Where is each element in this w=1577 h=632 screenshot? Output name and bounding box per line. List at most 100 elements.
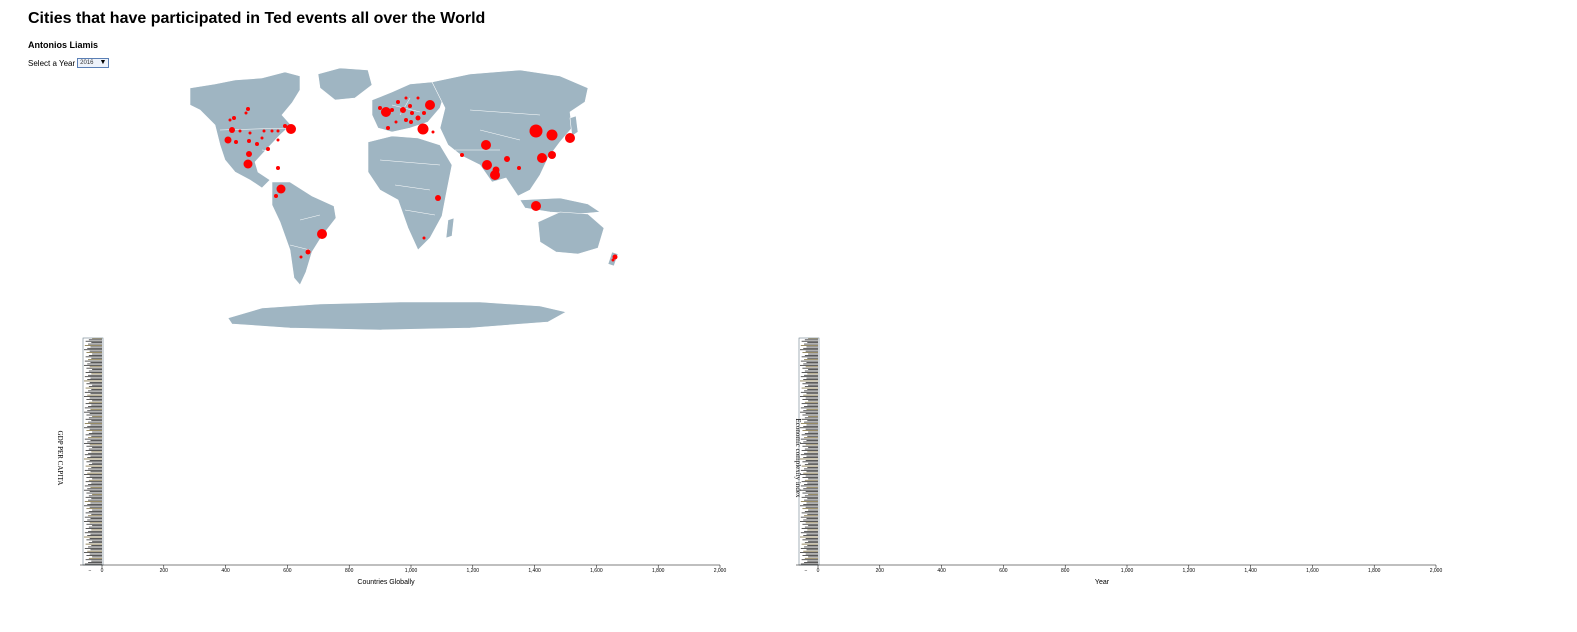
city-marker[interactable]: [238, 129, 242, 133]
city-marker[interactable]: [396, 100, 400, 104]
city-marker[interactable]: [224, 136, 232, 144]
city-marker[interactable]: [286, 124, 296, 134]
city-marker[interactable]: [404, 96, 408, 100]
x-tick-label: 2,000: [1430, 568, 1443, 574]
city-marker[interactable]: [283, 124, 287, 128]
city-marker[interactable]: [248, 131, 252, 135]
city-marker[interactable]: [404, 118, 408, 122]
bar: [800, 536, 818, 538]
city-marker[interactable]: [422, 111, 426, 115]
bar: [803, 550, 818, 552]
city-marker[interactable]: [529, 124, 543, 138]
bar: [803, 457, 818, 458]
city-marker[interactable]: [243, 159, 253, 169]
city-marker[interactable]: [565, 133, 575, 143]
city-marker[interactable]: [422, 236, 426, 240]
city-marker[interactable]: [386, 126, 390, 130]
bar: [84, 505, 102, 507]
bar: [92, 400, 102, 402]
city-marker[interactable]: [611, 258, 615, 262]
bar: [801, 450, 818, 451]
bar: [807, 435, 818, 437]
year-select[interactable]: 2016 ▼: [77, 58, 110, 68]
bar: [807, 560, 818, 562]
x-tick-label: 600: [999, 568, 1008, 574]
bar: [805, 553, 818, 555]
chevron-down-icon: ▼: [99, 59, 107, 66]
bar: [800, 364, 818, 366]
city-marker[interactable]: [537, 153, 547, 163]
city-marker[interactable]: [431, 130, 435, 134]
city-marker[interactable]: [229, 127, 235, 133]
bar: [88, 484, 102, 485]
bar: [805, 522, 818, 524]
bar: [84, 349, 102, 351]
city-marker[interactable]: [276, 129, 280, 133]
city-marker[interactable]: [400, 107, 406, 113]
city-marker[interactable]: [234, 140, 238, 144]
city-marker[interactable]: [416, 96, 420, 100]
city-marker[interactable]: [276, 184, 286, 194]
bar: [88, 374, 102, 376]
city-marker[interactable]: [417, 123, 429, 135]
bar: [804, 464, 818, 466]
city-marker[interactable]: [247, 139, 251, 143]
city-marker[interactable]: [425, 100, 435, 110]
city-marker[interactable]: [435, 195, 441, 201]
city-marker[interactable]: [276, 138, 280, 142]
bar: [805, 475, 818, 477]
city-marker[interactable]: [460, 153, 464, 157]
city-marker[interactable]: [546, 129, 558, 141]
city-marker[interactable]: [612, 254, 618, 260]
bar: [86, 492, 102, 494]
city-marker[interactable]: [394, 120, 398, 124]
bar: [92, 338, 102, 339]
bar: [806, 549, 818, 551]
bar: [85, 543, 102, 545]
city-marker[interactable]: [410, 111, 414, 115]
city-marker[interactable]: [246, 107, 250, 111]
city-marker[interactable]: [482, 160, 492, 170]
city-marker[interactable]: [274, 194, 278, 198]
x-tick-label: 400: [937, 568, 946, 574]
x-tick-label: 1,200: [1183, 568, 1196, 574]
city-marker[interactable]: [408, 104, 412, 108]
bar: [804, 511, 818, 512]
city-marker[interactable]: [378, 106, 382, 110]
city-marker[interactable]: [266, 147, 270, 151]
land-asia: [431, 69, 589, 197]
bar: [85, 465, 102, 467]
city-marker[interactable]: [517, 166, 521, 170]
city-marker[interactable]: [490, 170, 500, 180]
city-marker[interactable]: [244, 111, 248, 115]
city-marker[interactable]: [381, 107, 391, 117]
city-marker[interactable]: [232, 116, 236, 120]
bar: [84, 364, 102, 366]
city-marker[interactable]: [260, 136, 264, 140]
city-marker[interactable]: [415, 115, 421, 121]
city-marker[interactable]: [317, 229, 327, 239]
bar: [87, 347, 102, 349]
city-marker[interactable]: [531, 201, 541, 211]
city-marker[interactable]: [276, 166, 280, 170]
bar: [84, 427, 102, 429]
city-marker[interactable]: [504, 156, 510, 162]
city-marker[interactable]: [262, 129, 266, 133]
gdp-bars: [82, 337, 104, 566]
bar: [806, 440, 818, 441]
bar: [808, 462, 818, 464]
city-marker[interactable]: [548, 151, 556, 159]
city-marker[interactable]: [228, 118, 232, 122]
city-marker[interactable]: [246, 151, 252, 157]
city-marker[interactable]: [270, 129, 274, 133]
city-marker[interactable]: [481, 140, 491, 150]
bar: [807, 545, 818, 546]
bar: [804, 401, 818, 403]
city-marker[interactable]: [409, 120, 413, 124]
city-marker[interactable]: [390, 108, 394, 112]
city-marker[interactable]: [255, 142, 259, 146]
city-marker[interactable]: [299, 255, 303, 259]
bar: [89, 491, 102, 493]
city-marker[interactable]: [305, 249, 311, 255]
x-tick-label: 1,800: [652, 568, 665, 574]
